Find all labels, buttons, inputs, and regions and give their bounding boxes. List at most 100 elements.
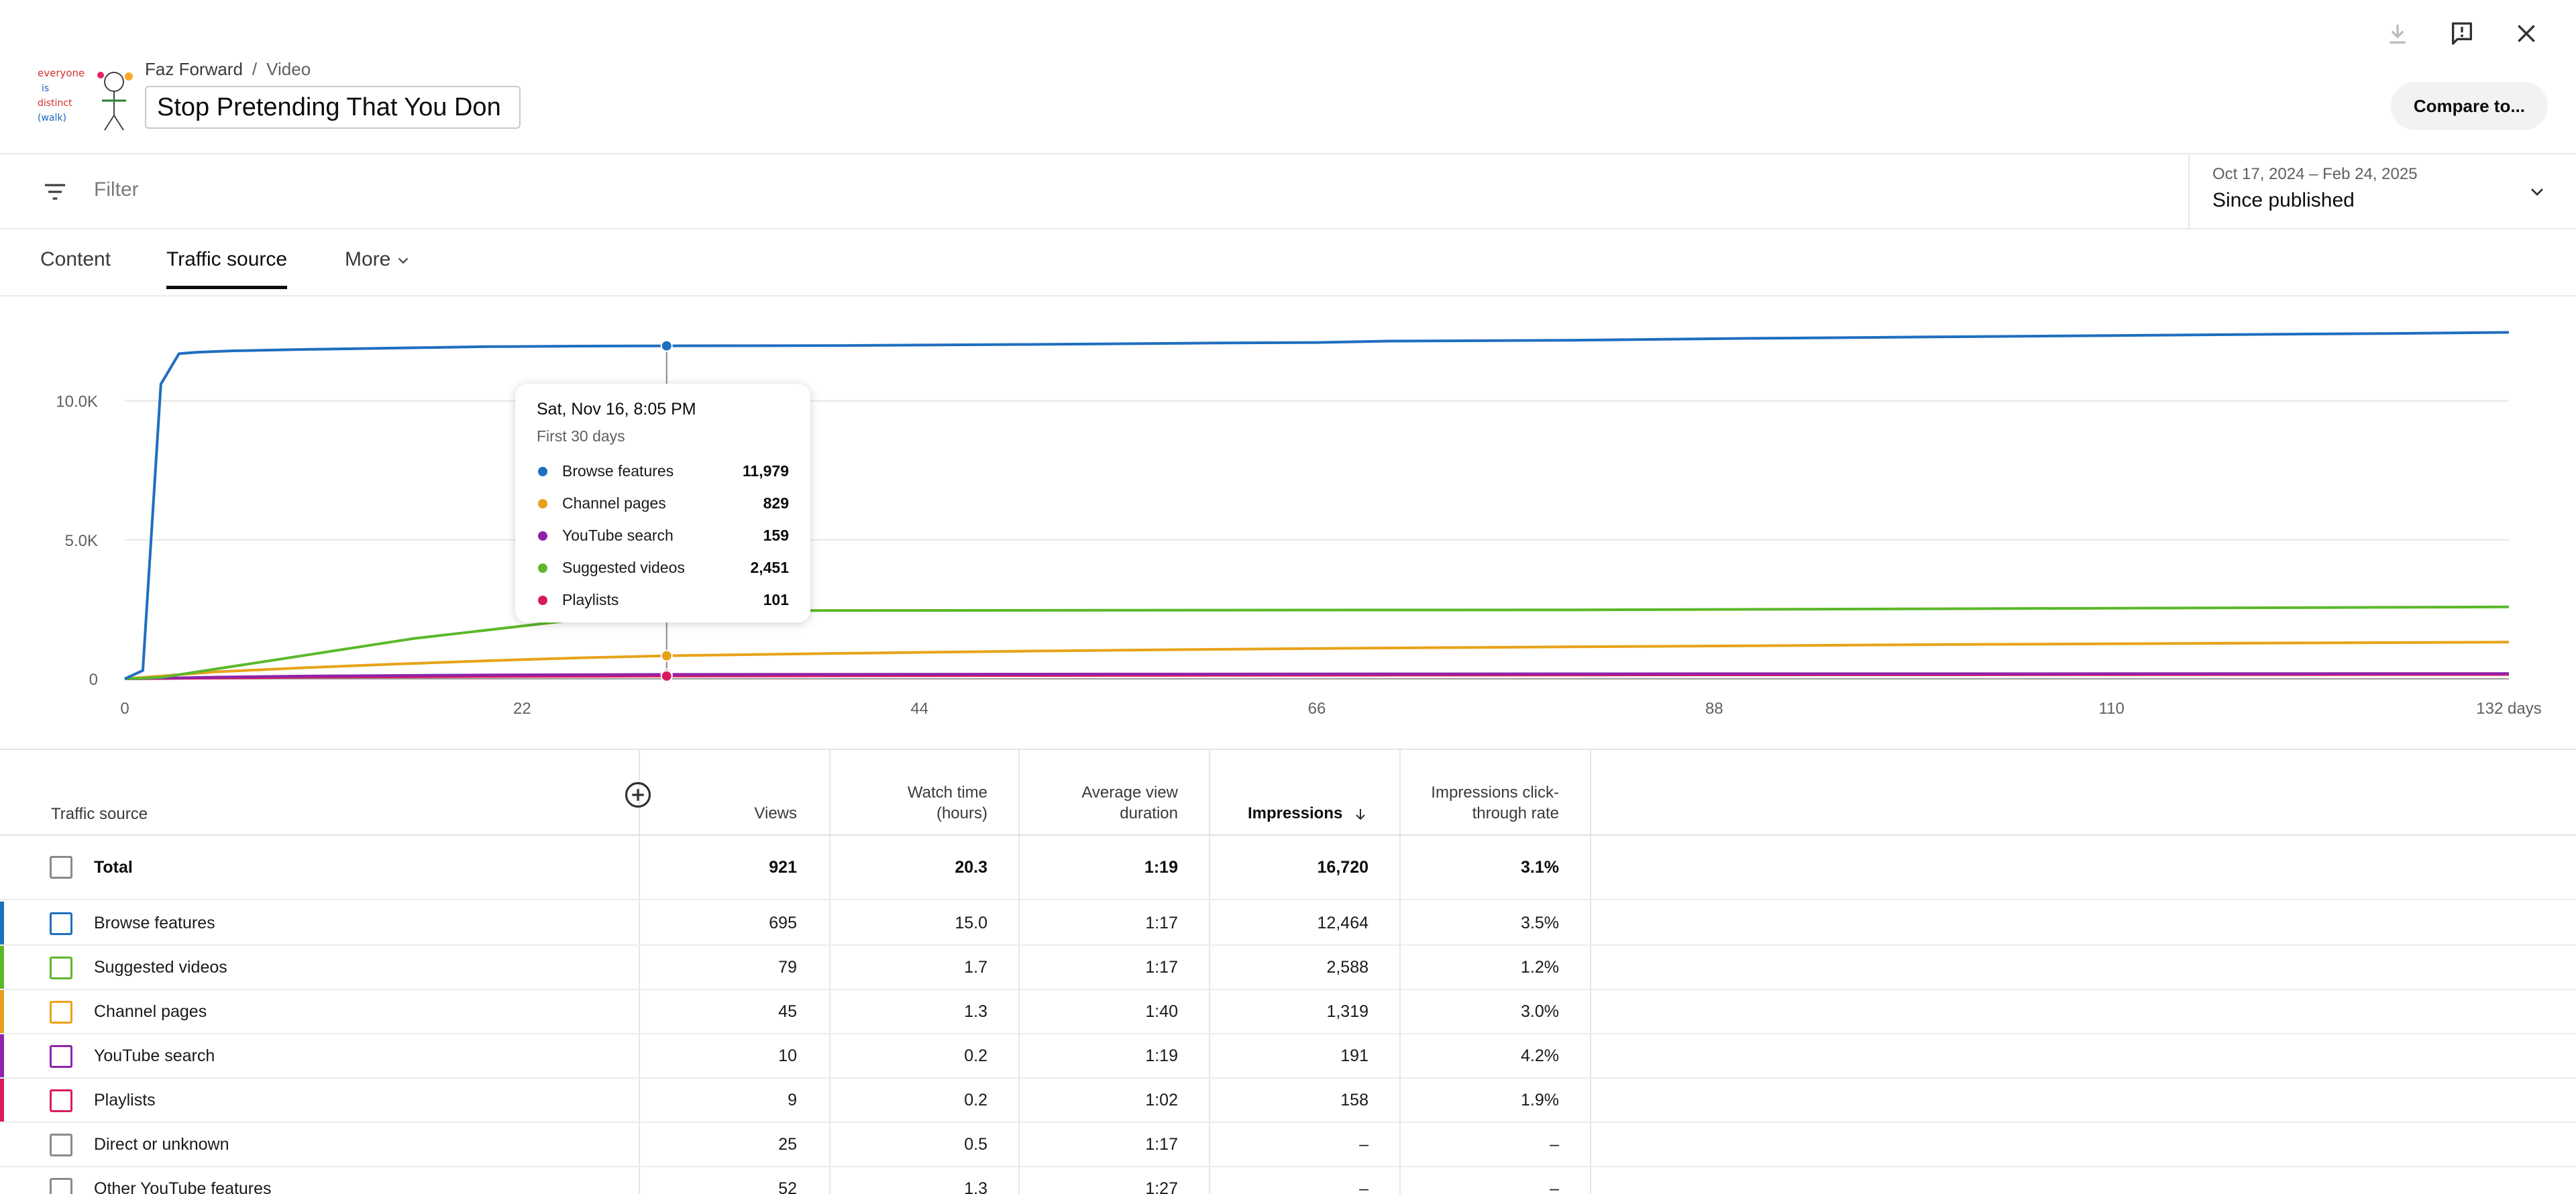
series-line-channel-pages xyxy=(124,641,2510,680)
cell-watch-time: 1.3 xyxy=(964,1002,987,1021)
column-divider xyxy=(1590,750,1591,1194)
close-button[interactable] xyxy=(2505,12,2548,55)
column-header-average-view-duration[interactable]: Average view duration xyxy=(1081,783,1178,822)
feedback-button[interactable] xyxy=(2440,12,2483,55)
cell-impressions-ctr: 4.2% xyxy=(1521,1046,1559,1065)
column-divider xyxy=(1018,750,1020,1194)
cell-views: 9 xyxy=(788,1091,797,1109)
row-checkbox[interactable] xyxy=(50,957,72,979)
compare-button[interactable]: Compare to... xyxy=(2390,82,2548,130)
video-thumbnail[interactable]: everyone is distinct (walk) xyxy=(35,62,142,134)
tooltip-series-name: Channel pages xyxy=(562,494,666,512)
row-checkbox[interactable] xyxy=(50,1045,72,1068)
cell-views: 45 xyxy=(778,1002,797,1021)
row-checkbox[interactable] xyxy=(50,912,72,935)
cell-watch-time: 15.0 xyxy=(955,914,987,932)
add-column-icon[interactable] xyxy=(624,781,652,809)
cell-impressions: – xyxy=(1359,1179,1368,1194)
hover-point xyxy=(660,669,673,682)
cell-average-view-duration: 1:19 xyxy=(1144,858,1178,877)
table-row[interactable]: Channel pages 45 1.3 1:40 1,319 3.0% xyxy=(0,990,2576,1034)
tooltip-row: Suggested videos 2,451 xyxy=(537,551,789,584)
table-row[interactable]: Browse features 695 15.0 1:17 12,464 3.5% xyxy=(0,902,2576,946)
tooltip-series-name: Suggested videos xyxy=(562,559,685,576)
tab-content[interactable]: Content xyxy=(40,248,111,270)
cell-watch-time: 1.3 xyxy=(964,1179,987,1194)
table-row-total[interactable]: Total 921 20.3 1:19 16,720 3.1% xyxy=(0,836,2576,900)
svg-text:everyone: everyone xyxy=(38,67,85,79)
chevron-down-icon xyxy=(2531,188,2543,196)
tooltip-row: Browse features 11,979 xyxy=(537,455,789,487)
cell-views: 10 xyxy=(778,1046,797,1065)
filter-input[interactable]: Filter xyxy=(94,178,139,201)
svg-text:is: is xyxy=(42,83,49,94)
cell-views: 25 xyxy=(778,1135,797,1154)
tooltip-series-name: Playlists xyxy=(562,591,619,608)
table-row[interactable]: Direct or unknown 25 0.5 1:17 – – xyxy=(0,1123,2576,1167)
table-row[interactable]: Playlists 9 0.2 1:02 158 1.9% xyxy=(0,1079,2576,1123)
cell-impressions-ctr: 3.1% xyxy=(1521,858,1559,877)
column-divider xyxy=(639,750,640,1194)
row-checkbox[interactable] xyxy=(50,856,72,879)
table-header: Traffic source Views Watch time (hours) … xyxy=(0,750,2576,836)
header: everyone is distinct (walk) Faz Forward /… xyxy=(0,0,2576,154)
line-chart[interactable]: 0 5.0K 10.0K 0 22 44 66 88 110 132 days xyxy=(0,296,2576,739)
row-label: YouTube search xyxy=(94,1046,215,1065)
column-header-impressions-ctr[interactable]: Impressions click-through rate xyxy=(1431,783,1559,822)
tooltip-series-value: 11,979 xyxy=(742,462,789,480)
table-row[interactable]: Other YouTube features 52 1.3 1:27 – – xyxy=(0,1167,2576,1194)
cell-impressions-ctr: – xyxy=(1550,1179,1559,1194)
cell-watch-time: 0.5 xyxy=(964,1135,987,1154)
cell-impressions: 191 xyxy=(1340,1046,1368,1065)
breadcrumb-content-type: Video xyxy=(266,59,311,79)
tooltip-series-value: 2,451 xyxy=(750,559,789,576)
video-title-selector[interactable]: Stop Pretending That You Don xyxy=(145,86,521,129)
tooltip-series-value: 159 xyxy=(763,527,789,544)
column-header-watch-time[interactable]: Watch time (hours) xyxy=(907,783,987,822)
x-tick-label: 110 xyxy=(2099,700,2125,718)
filter-icon[interactable] xyxy=(40,178,70,205)
y-tick-label: 10.0K xyxy=(56,393,98,411)
download-button[interactable] xyxy=(2376,12,2419,55)
row-label: Other YouTube features xyxy=(94,1179,272,1194)
table-row[interactable]: YouTube search 10 0.2 1:19 191 4.2% xyxy=(0,1034,2576,1079)
cell-impressions: 2,588 xyxy=(1326,958,1368,977)
feedback-icon xyxy=(2452,22,2472,45)
tooltip-series-value: 101 xyxy=(763,591,789,608)
x-tick-label: 88 xyxy=(1705,700,1723,718)
row-checkbox[interactable] xyxy=(50,1089,72,1112)
series-color-bar xyxy=(0,1079,4,1122)
cell-average-view-duration: 1:40 xyxy=(1145,1002,1178,1021)
tooltip-series-value: 829 xyxy=(763,494,789,512)
row-label: Playlists xyxy=(94,1091,156,1109)
cell-watch-time: 0.2 xyxy=(964,1091,987,1109)
tooltip-series-name: Browse features xyxy=(562,462,674,480)
cell-views: 921 xyxy=(769,858,797,877)
series-color-bar xyxy=(0,902,4,944)
tab-more[interactable]: More xyxy=(345,248,411,286)
row-checkbox[interactable] xyxy=(50,1134,72,1156)
series-line-browse-features xyxy=(124,331,2510,680)
chart-area: 0 5.0K 10.0K 0 22 44 66 88 110 132 days Sat, Nov … xyxy=(0,296,2576,739)
column-divider xyxy=(1399,750,1401,1194)
table-row[interactable]: Suggested videos 79 1.7 1:17 2,588 1.2% xyxy=(0,946,2576,990)
column-divider xyxy=(1209,750,1210,1194)
chart-tooltip: Sat, Nov 16, 8:05 PM First 30 days Brows… xyxy=(515,384,810,622)
row-checkbox[interactable] xyxy=(50,1001,72,1024)
column-header-impressions[interactable]: Impressions xyxy=(1208,803,1368,824)
tooltip-row: YouTube search 159 xyxy=(537,519,789,551)
series-line-youtube-search xyxy=(124,672,2510,680)
breadcrumb-separator: / xyxy=(252,59,258,79)
row-label: Total xyxy=(94,858,133,877)
date-range-picker[interactable]: Oct 17, 2024 – Feb 24, 2025 Since publis… xyxy=(2188,154,2576,229)
row-label: Suggested videos xyxy=(94,958,227,977)
series-color-dot xyxy=(538,467,547,476)
breadcrumb-channel[interactable]: Faz Forward xyxy=(145,59,243,79)
svg-text:(walk): (walk) xyxy=(38,113,66,123)
tooltip-subtitle: First 30 days xyxy=(537,427,625,445)
close-icon xyxy=(2518,25,2535,42)
tooltip-row: Playlists 101 xyxy=(537,584,789,616)
tab-traffic-source[interactable]: Traffic source xyxy=(166,248,288,289)
row-checkbox[interactable] xyxy=(50,1178,72,1194)
column-header-views[interactable]: Views xyxy=(754,804,797,822)
